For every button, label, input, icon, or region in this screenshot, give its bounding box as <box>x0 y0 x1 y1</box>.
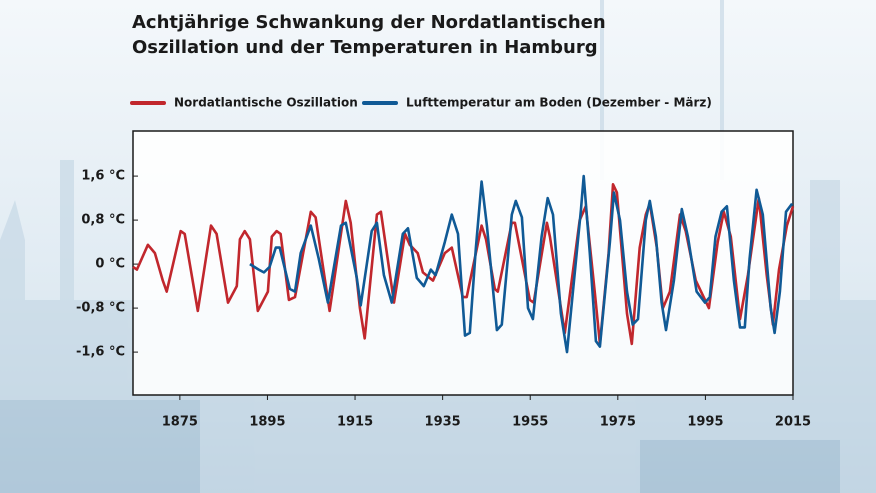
x-tick-label: 1975 <box>600 415 636 430</box>
y-tick-label: -1,6 °C <box>76 345 125 360</box>
y-tick-label: -0,8 °C <box>76 301 125 316</box>
chart-title: Achtjährige Schwankung der Nordatlantisc… <box>132 12 606 33</box>
x-tick-label: 1875 <box>162 415 198 430</box>
x-tick-label: 1995 <box>687 415 723 430</box>
x-tick-label: 1955 <box>512 415 548 430</box>
data-line <box>132 183 795 346</box>
y-tick-label: 0,8 °C <box>81 213 125 228</box>
y-tick-label: 1,6 °C <box>81 169 125 184</box>
legend-label: Nordatlantische Oszillation <box>174 96 358 110</box>
chart-title: Oszillation und der Temperaturen in Hamb… <box>132 37 598 58</box>
x-tick-label: 1915 <box>337 415 373 430</box>
plot-area <box>132 130 794 396</box>
y-tick-label: 0 °C <box>95 257 125 272</box>
legend-label: Lufttemperatur am Boden (Dezember - März… <box>406 96 712 110</box>
x-tick-label: 1895 <box>249 415 285 430</box>
x-tick-label: 1935 <box>425 415 461 430</box>
x-tick-label: 2015 <box>775 415 811 430</box>
data-line <box>249 174 794 354</box>
